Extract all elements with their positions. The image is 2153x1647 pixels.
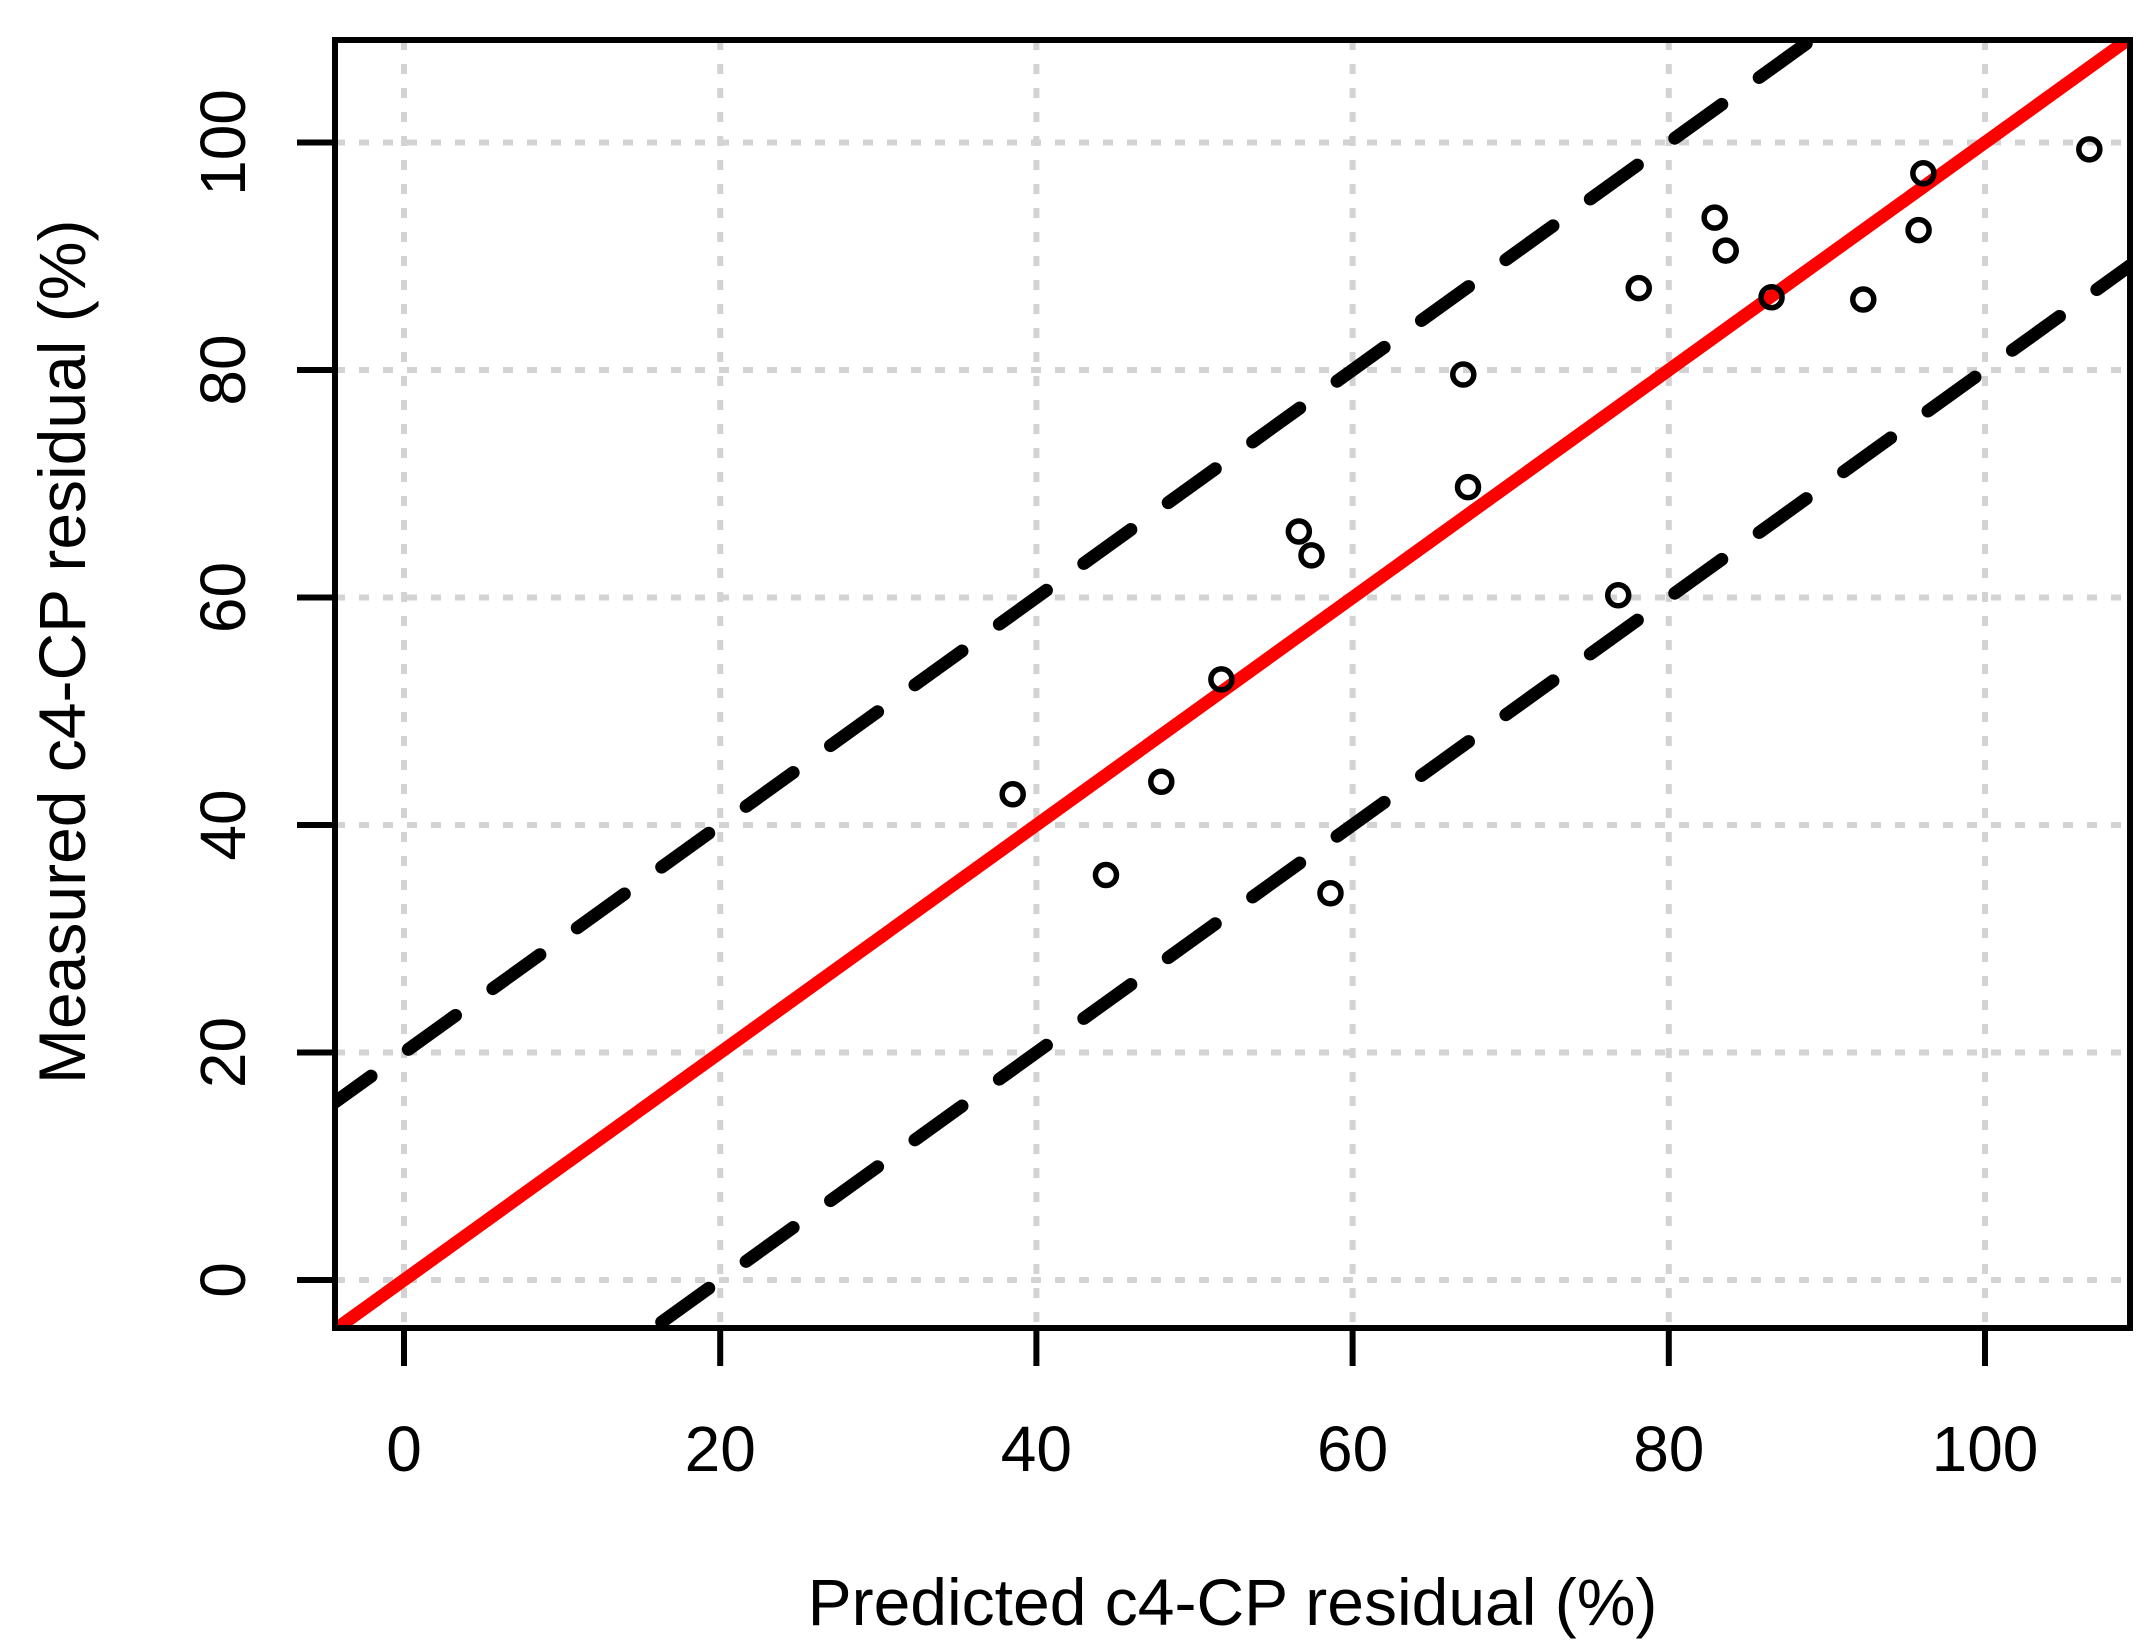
- data-point-circle: [1625, 274, 1653, 302]
- data-point-circle: [1208, 666, 1235, 693]
- x-tick-label: 100: [1932, 1413, 2039, 1485]
- x-tick-label: 0: [386, 1413, 422, 1485]
- upper-limit-line: [335, 40, 1823, 1111]
- y-tick-label: 80: [187, 334, 259, 405]
- y-tick-label: 100: [187, 89, 259, 196]
- data-point-circle: [1285, 518, 1313, 545]
- y-axis-title: Measured c4-CP residual (%): [25, 219, 99, 1084]
- y-tick-label: 60: [187, 562, 259, 633]
- plot-border: [332, 37, 2133, 1331]
- data-point-circle: [1604, 581, 1632, 609]
- axes: 0 20 40 60 80 100 0 20 40 60 80 100: [187, 89, 2038, 1485]
- y-tick-label: 0: [187, 1262, 259, 1298]
- x-tick-label: 60: [1317, 1413, 1388, 1485]
- data-points: [999, 136, 2103, 907]
- data-point-circle: [1148, 768, 1175, 796]
- y-tick-label: 20: [187, 1017, 259, 1088]
- data-point-circle: [1298, 542, 1325, 569]
- data-point-circle: [1758, 283, 1785, 311]
- x-tick-label: 40: [1001, 1413, 1072, 1485]
- data-point-circle: [1701, 204, 1728, 231]
- data-point-circle: [1450, 361, 1477, 388]
- data-point-circle: [1905, 216, 1932, 244]
- lower-limit-line: [642, 257, 2130, 1328]
- x-tick-label: 20: [685, 1413, 756, 1485]
- data-point-circle: [1712, 237, 1739, 264]
- y-tick-label: 40: [187, 789, 259, 860]
- data-point-circle: [999, 781, 1026, 808]
- identity-line: [335, 40, 2130, 1328]
- data-point-circle: [1317, 880, 1344, 907]
- data-point-circle: [1850, 286, 1877, 313]
- x-tick-label: 80: [1633, 1413, 1704, 1485]
- data-point-circle: [2076, 136, 2103, 163]
- data-point-circle: [1910, 159, 1937, 187]
- data-point-circle: [1092, 861, 1120, 889]
- data-point-circle: [1454, 473, 1482, 501]
- gridlines: [335, 40, 2130, 1328]
- x-axis-title: Predicted c4-CP residual (%): [807, 1565, 1658, 1639]
- reference-lines: [335, 40, 2130, 1328]
